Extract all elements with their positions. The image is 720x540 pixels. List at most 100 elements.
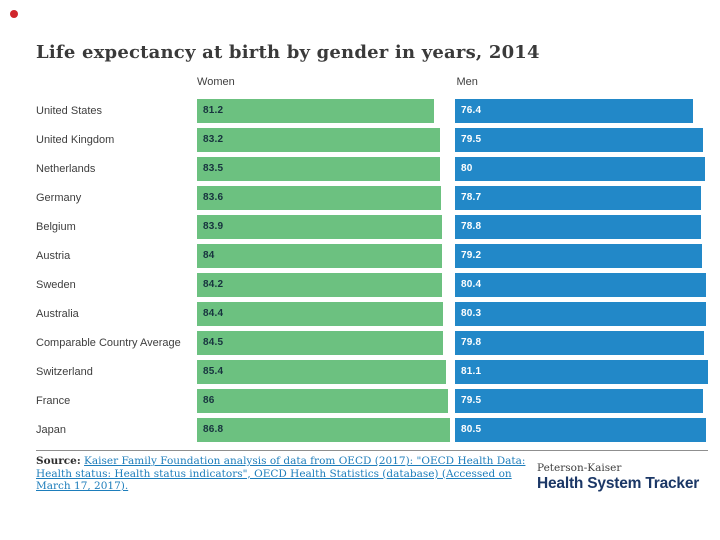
men-value-label: 80.3	[461, 308, 482, 319]
life-expectancy-chart: Women Men United States 81.2 76.4 United…	[36, 76, 708, 444]
table-row: Australia 84.4 80.3	[36, 299, 708, 328]
brand-name-bottom: Health System Tracker	[537, 475, 700, 492]
men-value-label: 81.1	[461, 366, 482, 377]
table-row: Belgium 83.9 78.8	[36, 212, 708, 241]
women-bar: 84	[197, 243, 442, 268]
women-value-label: 83.6	[203, 192, 224, 203]
men-bar: 81.1	[455, 359, 708, 384]
table-row: United Kingdom 83.2 79.5	[36, 125, 708, 154]
column-header-women: Women	[197, 76, 235, 88]
country-label: Comparable Country Average	[36, 336, 181, 349]
men-bar-cell: 80	[455, 156, 708, 181]
table-row: Switzerland 85.4 81.1	[36, 357, 708, 386]
country-label: Austria	[36, 249, 71, 262]
men-bar: 79.2	[455, 243, 703, 268]
women-bar: 81.2	[197, 98, 434, 123]
women-value-label: 84.5	[203, 337, 224, 348]
column-header-men: Men	[456, 76, 478, 88]
source-note: Source: Kaiser Family Foundation analysi…	[36, 455, 538, 493]
men-bar: 80.5	[455, 417, 707, 442]
women-bar: 86.8	[197, 417, 450, 442]
women-bar-cell: 81.2	[197, 98, 450, 123]
women-bar: 83.2	[197, 127, 440, 152]
men-bar-cell: 80.4	[455, 272, 708, 297]
women-bar-cell: 84.5	[197, 330, 450, 355]
men-bar: 80	[455, 156, 705, 181]
women-value-label: 85.4	[203, 366, 224, 377]
women-bar: 83.5	[197, 156, 441, 181]
women-value-label: 83.9	[203, 221, 224, 232]
women-bar: 85.4	[197, 359, 446, 384]
men-bar-cell: 76.4	[455, 98, 708, 123]
chart-rows: United States 81.2 76.4 United Kingdom 8…	[36, 96, 708, 444]
women-bar-cell: 85.4	[197, 359, 450, 384]
country-label: Germany	[36, 191, 82, 204]
men-bar: 79.5	[455, 127, 703, 152]
country-label: Sweden	[36, 278, 76, 291]
women-value-label: 83.2	[203, 134, 224, 145]
men-value-label: 76.4	[461, 105, 482, 116]
brand-name-top: Peterson-Kaiser	[537, 462, 622, 474]
women-value-label: 81.2	[203, 105, 224, 116]
source-link[interactable]: Kaiser Family Foundation analysis of dat…	[36, 455, 526, 492]
chart-column-headers: Women Men	[36, 76, 708, 96]
men-value-label: 79.2	[461, 250, 482, 261]
women-value-label: 84.4	[203, 308, 224, 319]
table-row: France 86 79.5	[36, 386, 708, 415]
men-value-label: 80	[461, 163, 473, 174]
footer-divider	[36, 450, 708, 451]
chart-title: Life expectancy at birth by gender in ye…	[36, 42, 540, 63]
women-bar-cell: 83.6	[197, 185, 450, 210]
country-label: Switzerland	[36, 365, 93, 378]
women-value-label: 84	[203, 250, 215, 261]
country-label: Japan	[36, 423, 66, 436]
source-label: Source:	[36, 455, 81, 467]
table-row: United States 81.2 76.4	[36, 96, 708, 125]
men-bar-cell: 79.8	[455, 330, 708, 355]
header-spacer	[36, 76, 196, 96]
men-bar: 78.8	[455, 214, 701, 239]
country-label: United States	[36, 104, 103, 117]
table-row: Comparable Country Average 84.5 79.8	[36, 328, 708, 357]
men-bar: 79.5	[455, 388, 703, 413]
women-bar-cell: 86.8	[197, 417, 450, 442]
men-bar: 80.3	[455, 301, 706, 326]
women-bar: 83.9	[197, 214, 442, 239]
men-bar-cell: 80.3	[455, 301, 708, 326]
table-row: Netherlands 83.5 80	[36, 154, 708, 183]
men-value-label: 78.8	[461, 221, 482, 232]
men-value-label: 80.5	[461, 424, 482, 435]
men-value-label: 79.8	[461, 337, 482, 348]
women-bar: 84.5	[197, 330, 444, 355]
women-value-label: 86	[203, 395, 215, 406]
men-value-label: 79.5	[461, 134, 482, 145]
women-bar: 84.2	[197, 272, 443, 297]
table-row: Austria 84 79.2	[36, 241, 708, 270]
table-row: Germany 83.6 78.7	[36, 183, 708, 212]
men-bar-cell: 78.8	[455, 214, 708, 239]
women-bar-cell: 84.2	[197, 272, 450, 297]
record-dot-icon	[10, 10, 18, 18]
men-value-label: 80.4	[461, 279, 482, 290]
women-bar: 84.4	[197, 301, 443, 326]
women-bar-cell: 83.9	[197, 214, 450, 239]
men-bar: 80.4	[455, 272, 706, 297]
men-bar-cell: 81.1	[455, 359, 708, 384]
brand-logo: Peterson-Kaiser Health System Tracker	[537, 462, 699, 493]
table-row: Japan 86.8 80.5	[36, 415, 708, 444]
women-bar-cell: 83.5	[197, 156, 450, 181]
women-bar-cell: 84	[197, 243, 450, 268]
women-bar: 86	[197, 388, 448, 413]
men-bar-cell: 79.5	[455, 127, 708, 152]
men-value-label: 79.5	[461, 395, 482, 406]
women-value-label: 86.8	[203, 424, 224, 435]
table-row: Sweden 84.2 80.4	[36, 270, 708, 299]
country-label: United Kingdom	[36, 133, 115, 146]
men-bar-cell: 79.5	[455, 388, 708, 413]
country-label: Netherlands	[36, 162, 96, 175]
women-bar-cell: 86	[197, 388, 450, 413]
country-label: France	[36, 394, 71, 407]
women-bar-cell: 83.2	[197, 127, 450, 152]
country-label: Belgium	[36, 220, 76, 233]
